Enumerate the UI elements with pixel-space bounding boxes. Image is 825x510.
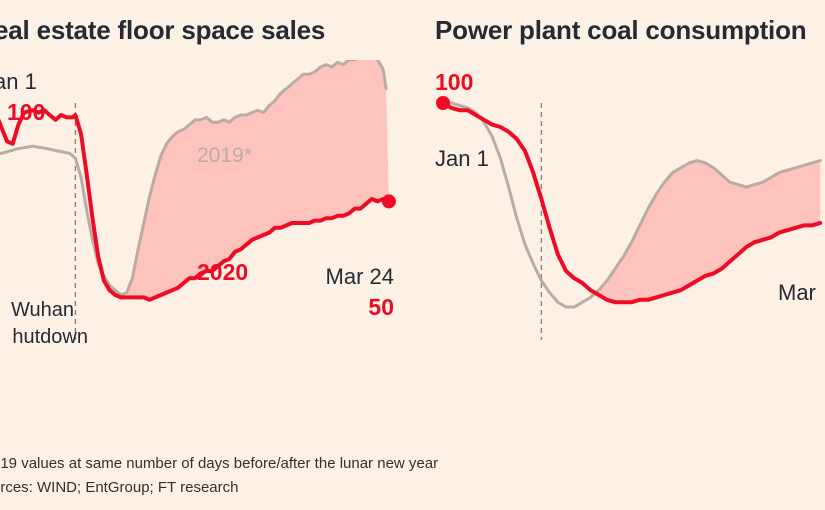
left-2020-series-label: 2020 [197,259,248,285]
left-end-value-label: 50 [368,294,394,320]
left-start-value-label: 100 [7,99,45,125]
left-event-label-line1: Wuhan [11,299,74,321]
right-gap-area [590,160,821,303]
left-chart-title: eal estate floor space sales [0,15,326,45]
left-series-2019-line [0,60,388,297]
right-chart-title: Power plant coal consumption [435,15,807,45]
footnote-sources: urces: WIND; EntGroup; FT research [0,479,239,496]
right-start-value-label: 100 [435,69,473,95]
right-end-date-label: Mar [778,280,816,305]
left-2019-series-label: 2019* [197,144,252,167]
left-end-marker [381,194,396,209]
left-start-date-label: an 1 [0,69,37,94]
left-end-date-label: Mar 24 [326,264,394,289]
right-start-marker [436,96,450,110]
left-series-2020-line [0,108,391,302]
left-event-label-line2: hutdown [12,326,88,348]
right-series-2019-line [441,101,822,309]
right-start-date-label: Jan 1 [435,146,489,171]
right-series-2020-line [441,101,823,305]
footnote-2019-values: 019 values at same number of days before… [0,455,439,472]
left-gap-area [115,60,389,300]
